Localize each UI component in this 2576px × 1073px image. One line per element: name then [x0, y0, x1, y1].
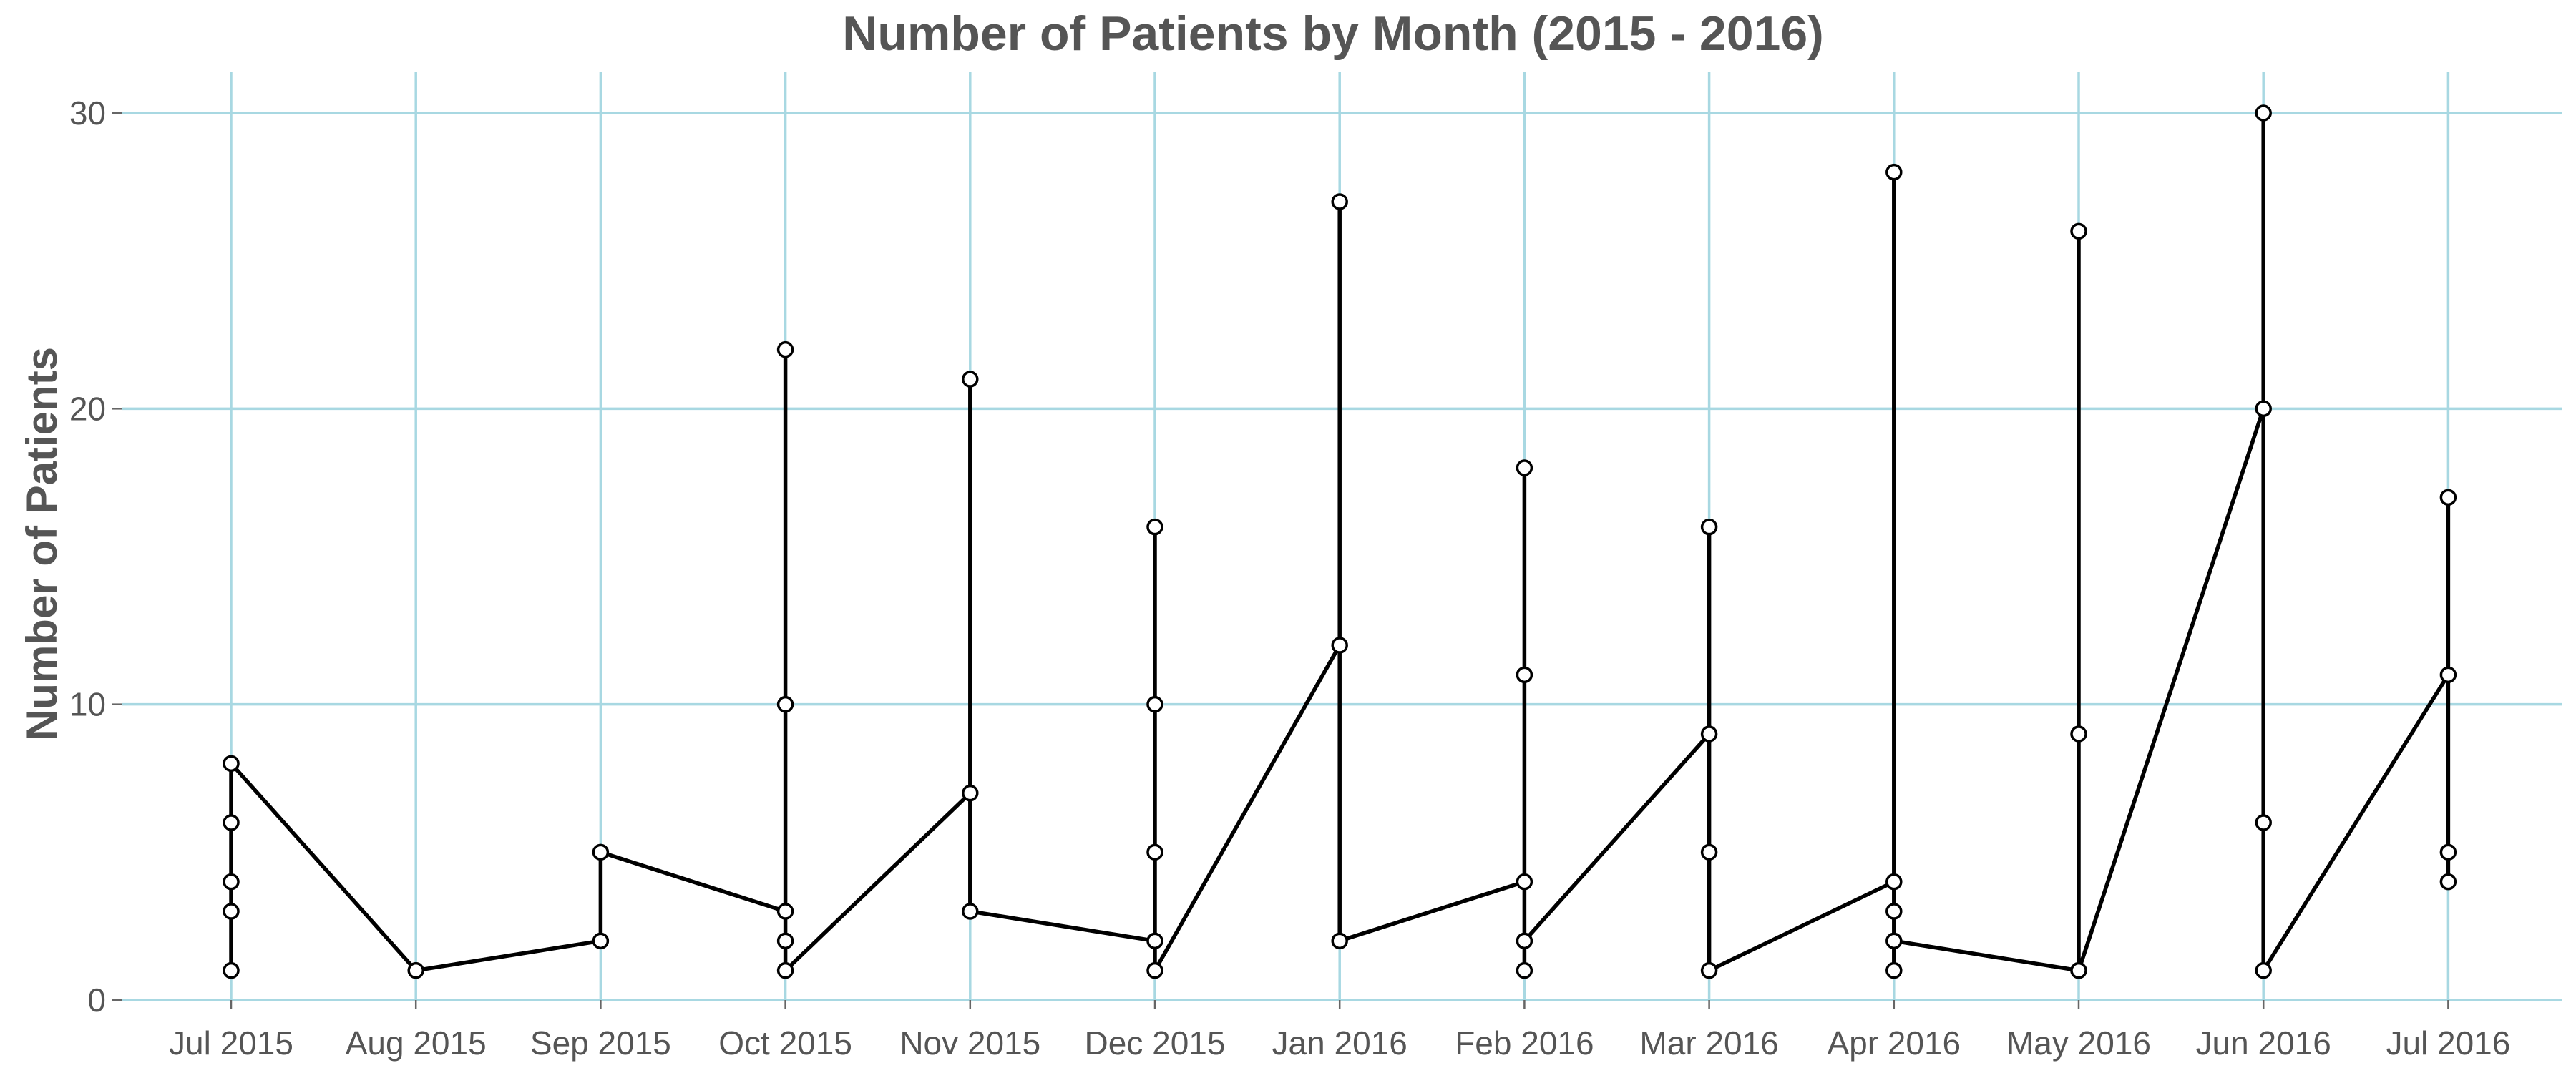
data-point	[1146, 695, 1163, 713]
x-tick-label: Dec 2015	[1085, 1024, 1226, 1062]
x-tick-label: Nov 2015	[899, 1024, 1040, 1062]
x-tick-label: Jan 2016	[1272, 1024, 1407, 1062]
data-point	[2255, 104, 2272, 122]
data-point	[962, 371, 979, 388]
y-tick-label: 0	[87, 981, 106, 1019]
x-tick-label: Feb 2016	[1455, 1024, 1594, 1062]
data-point	[1146, 518, 1163, 536]
data-point	[1146, 843, 1163, 861]
data-point	[2070, 222, 2087, 240]
x-tick-label: Mar 2016	[1639, 1024, 1778, 1062]
data-point	[2070, 725, 2087, 743]
data-point	[2255, 961, 2272, 979]
data-point	[223, 814, 240, 831]
x-tick-label: Jul 2016	[2386, 1024, 2510, 1062]
y-axis-label: Number of Patients	[18, 347, 66, 740]
data-point	[776, 340, 794, 358]
axes: Jul 2015 Aug 2015 Sep 2015 Oct 2015 Nov 2015…	[69, 94, 2511, 1062]
x-tick-label: Sep 2015	[530, 1024, 671, 1062]
data-point	[2439, 843, 2457, 861]
data-point	[1885, 163, 1903, 181]
data-point	[1885, 961, 1903, 979]
data-point	[1331, 193, 1348, 210]
data-point	[223, 903, 240, 920]
data-point	[592, 843, 610, 861]
chart-title: Number of Patients by Month (2015 - 2016…	[842, 6, 1824, 61]
data-point	[1885, 932, 1903, 950]
data-point	[1885, 873, 1903, 891]
x-tick-label: Apr 2016	[1827, 1024, 1961, 1062]
y-tick-label: 20	[69, 390, 106, 427]
data-point	[1516, 932, 1533, 950]
series-line	[229, 111, 2451, 973]
data-point	[1700, 518, 1718, 536]
data-point	[2439, 489, 2457, 506]
data-point	[223, 873, 240, 891]
data-point	[776, 903, 794, 920]
data-point	[1331, 637, 1348, 654]
data-point	[2255, 400, 2272, 418]
data-point	[1885, 903, 1903, 920]
data-point	[776, 961, 794, 979]
data-point	[1700, 725, 1718, 743]
data-point	[223, 961, 240, 979]
data-point	[407, 961, 424, 979]
x-tick-label: Oct 2015	[718, 1024, 852, 1062]
data-point	[2070, 961, 2087, 979]
gridlines	[122, 72, 2562, 1001]
x-tick-label: Jun 2016	[2196, 1024, 2331, 1062]
data-point	[1146, 932, 1163, 950]
x-tick-label: May 2016	[2006, 1024, 2151, 1062]
data-point	[962, 784, 979, 802]
data-point	[1700, 843, 1718, 861]
data-point	[1146, 961, 1163, 979]
data-point	[223, 755, 240, 773]
data-point	[1516, 961, 1533, 979]
data-point	[2439, 666, 2457, 684]
data-point	[776, 695, 794, 713]
x-tick-label: Aug 2015	[346, 1024, 487, 1062]
series-lines	[229, 111, 2451, 973]
data-point	[2255, 814, 2272, 831]
y-tick-label: 30	[69, 94, 106, 132]
data-point	[776, 932, 794, 950]
data-point	[1516, 459, 1533, 476]
data-points	[223, 104, 2457, 979]
x-tick-label: Jul 2015	[169, 1024, 293, 1062]
data-point	[962, 903, 979, 920]
data-point	[1516, 873, 1533, 891]
data-point	[592, 932, 610, 950]
y-tick-label: 10	[69, 686, 106, 723]
data-point	[1516, 666, 1533, 684]
data-point	[1331, 932, 1348, 950]
data-point	[1700, 961, 1718, 979]
data-point	[2439, 873, 2457, 891]
